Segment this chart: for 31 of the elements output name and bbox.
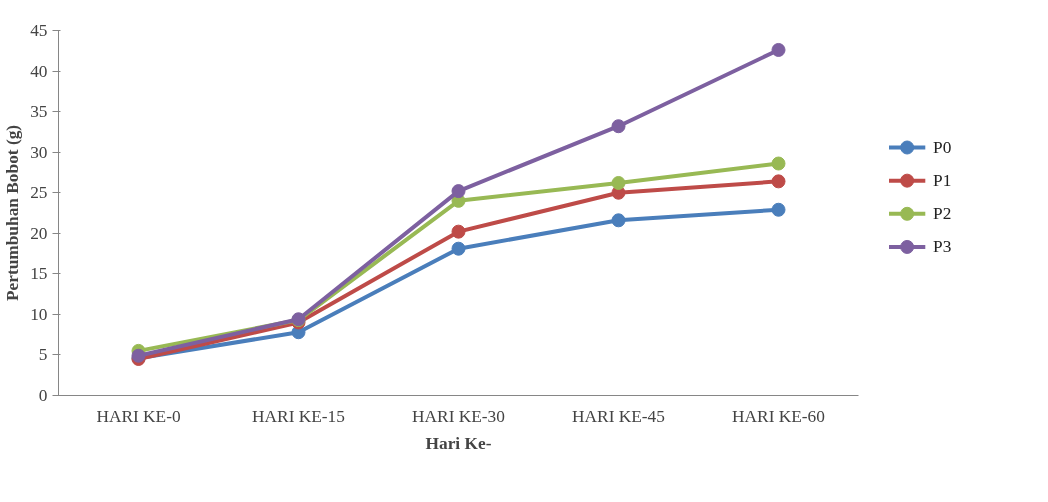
y-tick-label: 35	[30, 102, 48, 122]
x-tick-label: HARI KE-30	[412, 406, 505, 426]
y-tick-label: 25	[30, 183, 48, 203]
point	[451, 241, 466, 256]
y-tick-label: 30	[30, 142, 48, 162]
x-axis-title: Hari Ke-	[425, 433, 492, 453]
point	[611, 119, 626, 134]
y-tick-label: 45	[30, 21, 48, 40]
point	[771, 174, 786, 189]
point	[771, 42, 786, 57]
legend-label: P1	[933, 171, 952, 191]
point	[451, 184, 466, 199]
point	[771, 202, 786, 217]
point	[451, 224, 466, 239]
legend-label: P0	[933, 138, 952, 157]
point	[611, 176, 626, 190]
y-tick-label: 15	[30, 264, 48, 284]
x-tick-label: HARI KE-0	[96, 406, 181, 426]
legend-label: P3	[933, 237, 952, 257]
y-tick-label: 0	[38, 386, 48, 405]
point	[611, 213, 626, 228]
x-tick-label: HARI KE-60	[732, 406, 825, 426]
y-tick-label: 40	[30, 61, 48, 81]
point	[771, 156, 786, 171]
y-tick-label: 10	[30, 304, 48, 324]
x-tick-label: HARI KE-15	[252, 406, 345, 426]
y-tick-label: 20	[30, 223, 48, 243]
y-tick-label: 5	[38, 345, 48, 365]
y-axis-title: Pertumbuhan Bobot (g)	[3, 124, 23, 302]
legend-label: P2	[933, 204, 952, 224]
x-tick-label: HARI KE-45	[572, 406, 665, 426]
